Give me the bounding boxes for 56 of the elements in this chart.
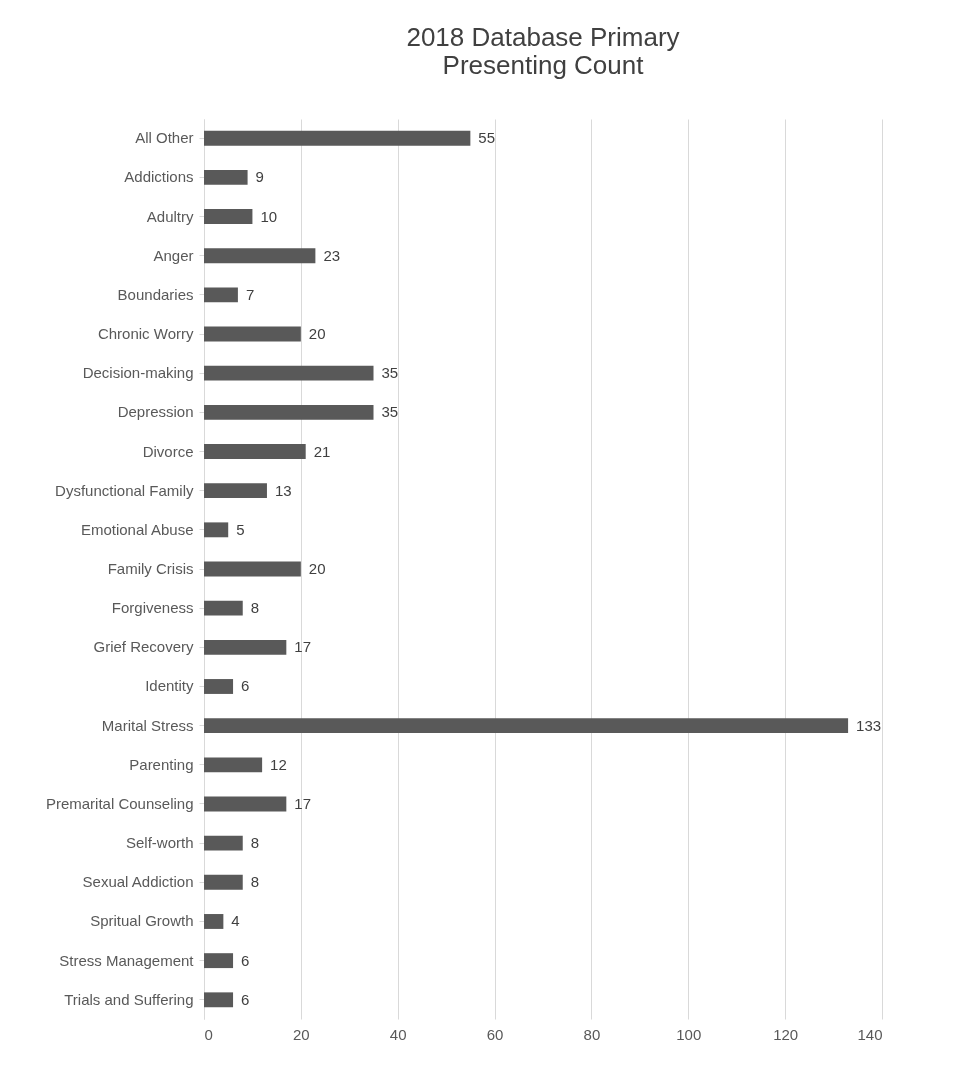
data-label: 21 [313, 442, 331, 460]
y-tick-label: Depression [117, 403, 194, 421]
data-label: 9 [255, 168, 264, 186]
data-label: 133 [856, 716, 882, 734]
y-tick-label: Premarital Counseling [45, 794, 194, 812]
x-tick-label: 140 [857, 1025, 883, 1043]
y-tick-label: Marital Stress [101, 716, 194, 734]
y-tick-label: Anger [153, 246, 194, 264]
y-tick-label: Dysfunctional Family [55, 481, 194, 499]
data-label: 12 [270, 755, 287, 773]
x-tick-label: 40 [389, 1025, 407, 1043]
data-label: 35 [381, 403, 399, 421]
data-label: 7 [245, 285, 255, 303]
y-tick-label: Decision-making [82, 364, 194, 382]
y-tick-label: All Other [135, 129, 194, 147]
y-tick-label: Addictions [124, 168, 194, 186]
y-tick-label: Forgiveness [111, 599, 194, 617]
data-label: 4 [231, 912, 240, 930]
y-tick-label: Family Crisis [107, 560, 194, 577]
y-tick-label: Parenting [129, 755, 194, 773]
y-tick-label: Adultry [146, 207, 194, 225]
y-tick-label: Chronic Worry [97, 325, 194, 343]
data-label: 8 [250, 873, 260, 891]
y-tick-label: Self-worth [125, 834, 194, 852]
data-label: 55 [478, 129, 496, 147]
data-label: 35 [381, 364, 399, 382]
data-label: 20 [308, 325, 326, 343]
x-tick-label: 100 [676, 1025, 702, 1043]
data-label: 17 [294, 794, 312, 812]
x-tick-label: 80 [583, 1025, 601, 1043]
data-label: 8 [250, 599, 260, 617]
data-label: 8 [250, 834, 260, 852]
data-label: 20 [308, 560, 326, 577]
data-label: 10 [260, 207, 278, 225]
y-tick-label: Stress Management [59, 951, 195, 969]
data-label: 23 [323, 246, 341, 264]
y-tick-label: Trials and Suffering [64, 990, 194, 1008]
x-tick-label: 120 [773, 1025, 799, 1043]
text: Presenting Count [442, 50, 644, 80]
data-label: 17 [294, 638, 312, 656]
y-tick-label: Boundaries [117, 285, 194, 303]
y-tick-label: Grief Recovery [93, 638, 194, 656]
text: 2018 Database Primary [406, 22, 680, 52]
y-tick-label: Divorce [142, 442, 194, 460]
data-label: 6 [241, 951, 250, 969]
x-tick-label: 20 [293, 1025, 310, 1043]
x-tick-label: 0 [204, 1025, 213, 1043]
y-tick-label: Identity [145, 677, 194, 695]
data-label: 5 [236, 520, 245, 538]
data-label: 6 [241, 677, 250, 695]
y-tick-label: Sexual Addiction [82, 873, 194, 891]
data-label: 13 [274, 481, 292, 499]
data-label: 6 [241, 990, 250, 1008]
y-tick-label: Emotional Abuse [80, 520, 194, 538]
x-tick-label: 60 [486, 1025, 504, 1043]
y-tick-label: Spritual Growth [90, 912, 194, 930]
